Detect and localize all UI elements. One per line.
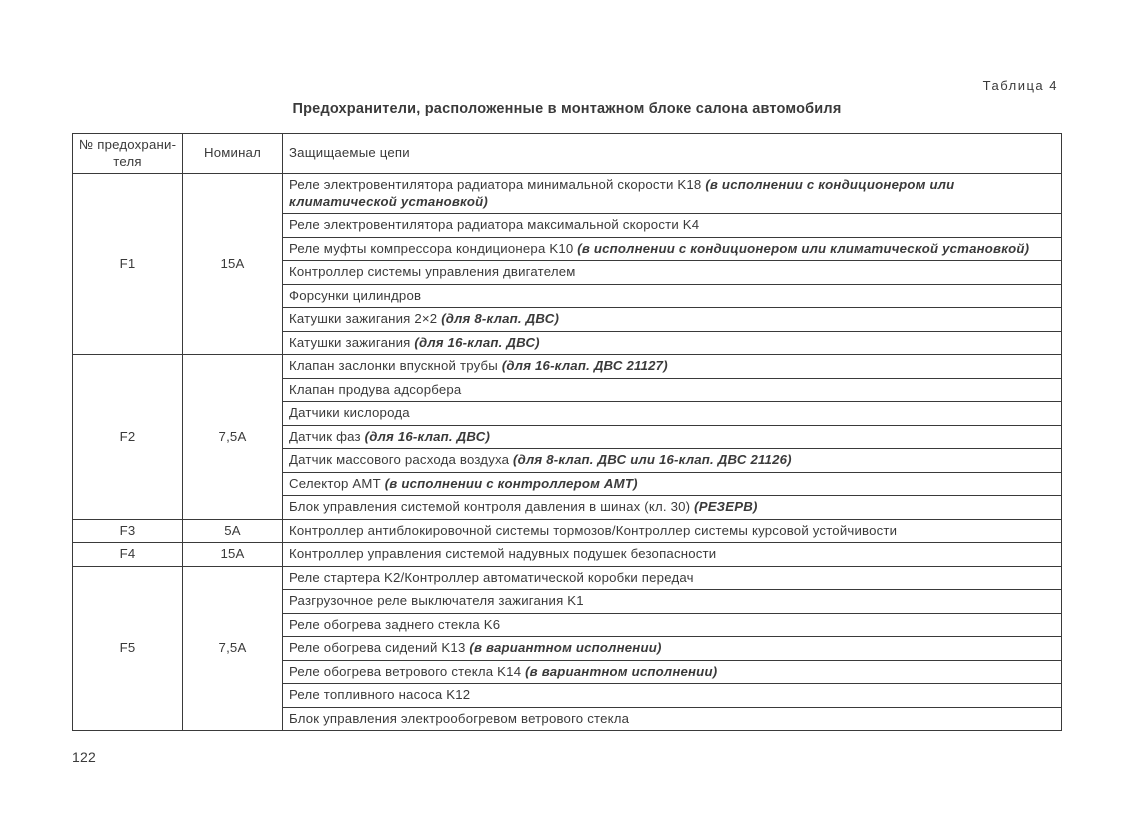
circuit-note: (для 8-клап. ДВС) xyxy=(441,311,559,326)
circuit-text: Реле обогрева ветрового стекла K14 xyxy=(289,664,525,679)
circuit-note: (для 16-клап. ДВС 21127) xyxy=(502,358,668,373)
circuit-note: (в исполнении с контроллером АМТ) xyxy=(385,476,638,491)
circuit-note: (для 16-клап. ДВС) xyxy=(365,429,490,444)
circuit-note: (в вариантном исполнении) xyxy=(525,664,717,679)
table-header-row: № предохрани­теля Номинал Защищаемые цеп… xyxy=(73,134,1062,174)
nominal-cell: 5А xyxy=(183,519,283,543)
circuit-text: Датчики кислорода xyxy=(289,405,410,420)
nominal-cell: 15А xyxy=(183,543,283,567)
fuse-id-cell: F4 xyxy=(73,543,183,567)
circuit-cell: Блок управления системой контроля давлен… xyxy=(283,496,1062,520)
nominal-cell: 7,5А xyxy=(183,355,283,520)
table-label: Таблица 4 xyxy=(72,78,1062,93)
circuit-text: Клапан продува адсорбера xyxy=(289,382,461,397)
circuit-text: Селектор АМТ xyxy=(289,476,385,491)
circuit-cell: Реле обогрева заднего стекла K6 xyxy=(283,613,1062,637)
circuit-text: Датчик массового расхода воздуха xyxy=(289,452,513,467)
circuit-cell: Реле электровентилятора радиатора максим… xyxy=(283,214,1062,238)
header-circuits: Защищаемые цепи xyxy=(283,134,1062,174)
circuit-note: (для 16-клап. ДВС) xyxy=(414,335,539,350)
circuit-text: Разгрузочное реле выключателя зажигания … xyxy=(289,593,584,608)
circuit-cell: Реле электровентилятора радиатора минима… xyxy=(283,174,1062,214)
circuit-cell: Реле топливного насоса K12 xyxy=(283,684,1062,708)
table-row: F415А Контроллер управления системой наду… xyxy=(73,543,1062,567)
circuit-cell: Контроллер антиблокировочной системы тор… xyxy=(283,519,1062,543)
circuit-cell: Форсунки цилиндров xyxy=(283,284,1062,308)
fuse-id-cell: F1 xyxy=(73,174,183,355)
circuit-text: Реле электровентилятора радиатора максим… xyxy=(289,217,699,232)
circuit-cell: Реле стартера K2/Контроллер автоматическ… xyxy=(283,566,1062,590)
circuit-cell: Датчик массового расхода воздуха (для 8-… xyxy=(283,449,1062,473)
circuit-note: (РЕЗЕРВ) xyxy=(694,499,757,514)
circuit-text: Клапан заслонки впускной трубы xyxy=(289,358,502,373)
circuit-text: Блок управления системой контроля давлен… xyxy=(289,499,694,514)
table-row: F115АРеле электровентилятора радиатора м… xyxy=(73,174,1062,214)
nominal-cell: 15А xyxy=(183,174,283,355)
circuit-text: Реле обогрева сидений K13 xyxy=(289,640,469,655)
table-row: F35А Контроллер антиблокировочной системы… xyxy=(73,519,1062,543)
circuit-text: Катушки зажигания 2×2 xyxy=(289,311,441,326)
header-nominal: Номинал xyxy=(183,134,283,174)
circuit-cell: Контроллер управления системой надувных … xyxy=(283,543,1062,567)
fuse-id-cell: F3 xyxy=(73,519,183,543)
table-row: F27,5АКлапан заслонки впускной трубы (дл… xyxy=(73,355,1062,379)
circuit-cell: Реле обогрева ветрового стекла K14 (в ва… xyxy=(283,660,1062,684)
table-row: F57,5АРеле стартера K2/Контроллер автома… xyxy=(73,566,1062,590)
circuit-text: Катушки зажигания xyxy=(289,335,414,350)
circuit-cell: Блок управления электрообогревом ветрово… xyxy=(283,707,1062,731)
circuit-text: Реле электровентилятора радиатора минима… xyxy=(289,177,705,192)
circuit-text: Контроллер системы управления двигателем xyxy=(289,264,576,279)
fuse-id-cell: F5 xyxy=(73,566,183,731)
circuit-text: Контроллер антиблокировочной системы тор… xyxy=(289,523,897,538)
circuit-cell: Контроллер системы управления двигателем xyxy=(283,261,1062,285)
circuit-note: (для 8-клап. ДВС или 16-клап. ДВС 21126) xyxy=(513,452,792,467)
circuit-text: Реле муфты компрессора кондиционера K10 xyxy=(289,241,577,256)
circuit-text: Контроллер управления системой надувных … xyxy=(289,546,716,561)
table-body: F115АРеле электровентилятора радиатора м… xyxy=(73,174,1062,731)
circuit-cell: Клапан заслонки впускной трубы (для 16-к… xyxy=(283,355,1062,379)
circuit-note: (в исполнении с кондиционером или климат… xyxy=(577,241,1029,256)
circuit-text: Реле топливного насоса K12 xyxy=(289,687,470,702)
nominal-cell: 7,5А xyxy=(183,566,283,731)
table-title: Предохранители, расположенные в монтажно… xyxy=(72,101,1062,117)
circuit-text: Датчик фаз xyxy=(289,429,365,444)
circuit-cell: Катушки зажигания 2×2 (для 8-клап. ДВС) xyxy=(283,308,1062,332)
circuit-cell: Селектор АМТ (в исполнении с контроллеро… xyxy=(283,472,1062,496)
circuit-text: Реле стартера K2/Контроллер автоматическ… xyxy=(289,570,694,585)
circuit-cell: Датчик фаз (для 16-клап. ДВС) xyxy=(283,425,1062,449)
fuse-table: № предохрани­теля Номинал Защищаемые цеп… xyxy=(72,133,1062,731)
circuit-cell: Датчики кислорода xyxy=(283,402,1062,426)
circuit-cell: Катушки зажигания (для 16-клап. ДВС) xyxy=(283,331,1062,355)
circuit-cell: Реле муфты компрессора кондиционера K10 … xyxy=(283,237,1062,261)
circuit-text: Реле обогрева заднего стекла K6 xyxy=(289,617,500,632)
fuse-id-cell: F2 xyxy=(73,355,183,520)
circuit-cell: Реле обогрева сидений K13 (в вариантном … xyxy=(283,637,1062,661)
circuit-cell: Разгрузочное реле выключателя зажигания … xyxy=(283,590,1062,614)
circuit-cell: Клапан продува адсорбера xyxy=(283,378,1062,402)
page-content: Таблица 4 Предохранители, расположенные … xyxy=(0,0,1134,765)
circuit-text: Блок управления электрообогревом ветрово… xyxy=(289,711,629,726)
header-fuse: № предохрани­теля xyxy=(73,134,183,174)
page-number: 122 xyxy=(72,749,1062,765)
circuit-note: (в вариантном исполнении) xyxy=(469,640,661,655)
circuit-text: Форсунки цилиндров xyxy=(289,288,421,303)
